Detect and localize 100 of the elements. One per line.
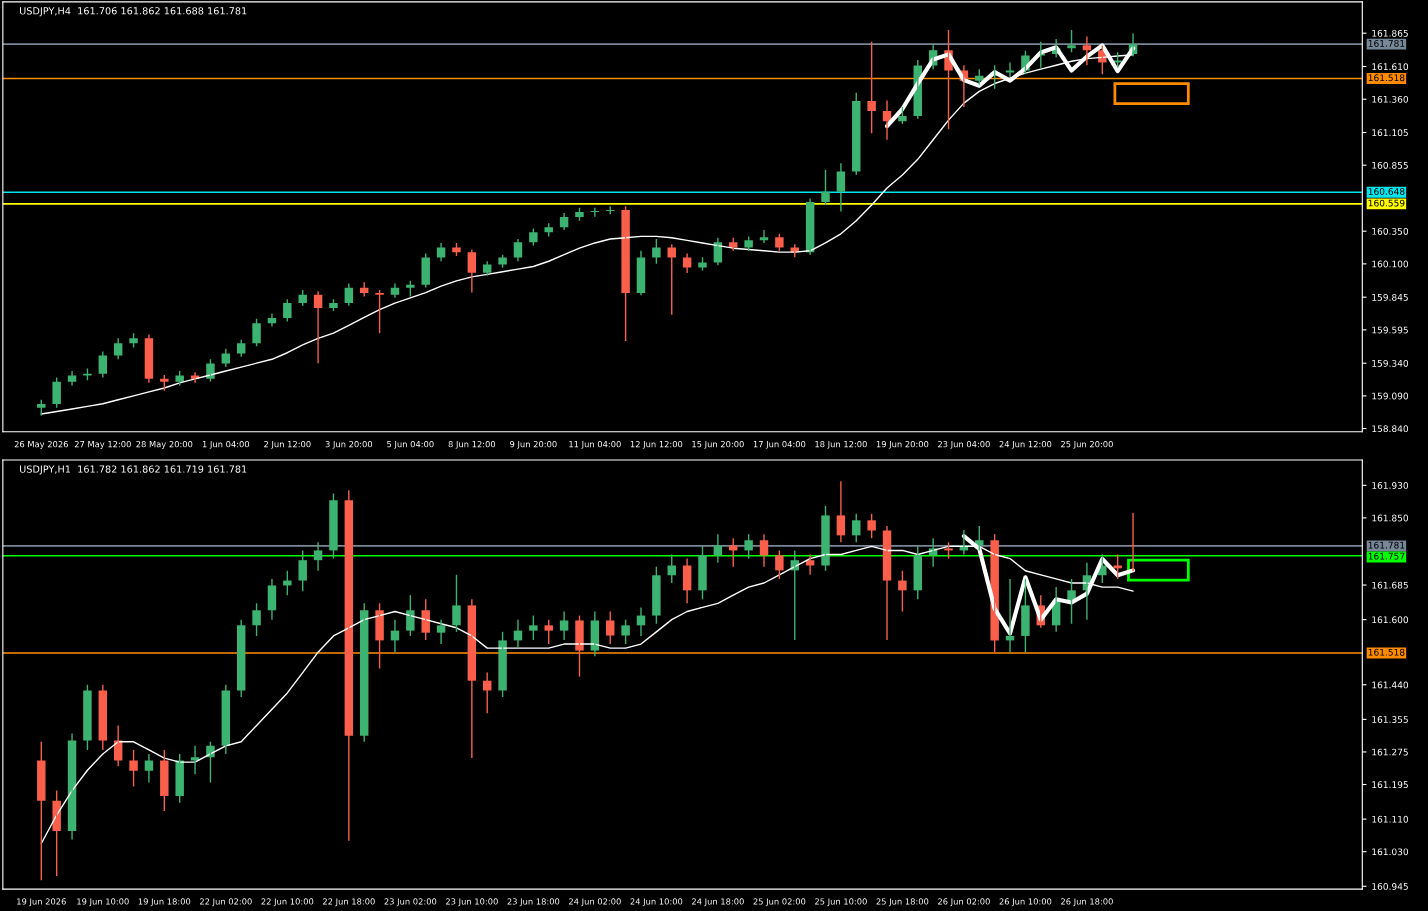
x-tick-label: 26 Jun 18:00 bbox=[1061, 898, 1113, 907]
y-tick-label: 161.355 bbox=[1372, 716, 1408, 723]
candlestick bbox=[529, 614, 538, 641]
candlestick bbox=[867, 513, 876, 539]
candlestick bbox=[821, 504, 830, 572]
candlestick bbox=[775, 549, 784, 580]
candlestick bbox=[867, 40, 876, 134]
y-tick-label: 161.610 bbox=[1372, 63, 1409, 71]
candlestick bbox=[406, 594, 415, 637]
x-tick-label: 11 Jun 04:00 bbox=[569, 440, 621, 449]
x-tick-label: 5 Jun 04:00 bbox=[387, 440, 434, 449]
candlestick bbox=[975, 525, 984, 552]
x-tick-label: 26 Jun 02:00 bbox=[938, 898, 990, 907]
x-tick-label: 24 Jun 12:00 bbox=[999, 440, 1052, 449]
y-tick-label: 161.360 bbox=[1372, 95, 1409, 103]
ref-line-label: 161.781 bbox=[1368, 39, 1405, 47]
x-tick-label: 23 Jun 10:00 bbox=[445, 898, 498, 907]
candlestick bbox=[329, 492, 338, 560]
y-tick-label: 160.350 bbox=[1372, 227, 1409, 235]
x-tick-label: 24 Jun 02:00 bbox=[569, 898, 621, 907]
candlestick bbox=[1067, 29, 1076, 53]
x-tick-label: 23 Jun 02:00 bbox=[384, 898, 437, 907]
x-tick-label: 12 Jun 12:00 bbox=[630, 440, 683, 449]
y-tick-label: 161.850 bbox=[1372, 514, 1409, 522]
x-tick-label: 28 May 20:00 bbox=[136, 440, 193, 449]
x-tick-label: 8 Jun 12:00 bbox=[448, 440, 496, 449]
x-tick-label: 23 Jun 18:00 bbox=[507, 898, 560, 907]
candlestick bbox=[621, 618, 630, 645]
candlestick bbox=[421, 252, 430, 289]
x-tick-label: 19 Jun 2026 bbox=[17, 898, 66, 907]
x-tick-label: 15 Jun 20:00 bbox=[692, 440, 744, 449]
candlestick bbox=[1021, 578, 1030, 653]
x-tick-label: 25 Jun 10:00 bbox=[815, 898, 867, 907]
candlestick bbox=[452, 574, 461, 633]
y-tick-label: 161.685 bbox=[1372, 581, 1408, 589]
y-tick-label: 159.845 bbox=[1372, 293, 1408, 301]
candlestick bbox=[498, 631, 507, 698]
y-tick-label: 161.195 bbox=[1372, 781, 1408, 789]
y-tick-label: 159.595 bbox=[1372, 326, 1408, 334]
y-tick-label: 160.945 bbox=[1372, 883, 1408, 890]
candlestick bbox=[1113, 553, 1122, 580]
x-tick-label: 22 Jun 18:00 bbox=[322, 898, 375, 907]
text: USDJPY,H4 161.706 161.862 161.688 161.781 bbox=[20, 7, 247, 17]
candlestick bbox=[544, 618, 553, 645]
y-tick-label: 161.600 bbox=[1372, 616, 1409, 624]
ref-line-label: 160.648 bbox=[1368, 188, 1405, 195]
x-tick-label: 9 Jun 20:00 bbox=[510, 440, 557, 449]
y-tick-label: 161.930 bbox=[1372, 482, 1409, 489]
x-tick-label: 24 Jun 10:00 bbox=[630, 898, 683, 907]
y-tick-label: 158.840 bbox=[1372, 425, 1409, 433]
y-tick-label: 159.090 bbox=[1372, 392, 1409, 400]
x-tick-label: 1 Jun 04:00 bbox=[202, 440, 250, 449]
candlestick bbox=[698, 545, 707, 600]
y-tick-label: 160.100 bbox=[1372, 260, 1409, 268]
x-tick-label: 17 Jun 04:00 bbox=[753, 440, 806, 449]
candlestick bbox=[283, 298, 292, 323]
x-tick-label: 19 Jun 20:00 bbox=[876, 440, 929, 449]
x-tick-label: 24 Jun 18:00 bbox=[692, 898, 744, 907]
candlestick bbox=[83, 684, 92, 751]
candlestick bbox=[575, 614, 584, 678]
y-tick-label: 161.105 bbox=[1372, 129, 1408, 137]
candlestick bbox=[652, 566, 661, 625]
x-tick-label: 2 Jun 12:00 bbox=[264, 440, 311, 449]
y-tick-label: 161.865 bbox=[1372, 29, 1408, 37]
text: USDJPY,H1 161.782 161.862 161.719 161.781 bbox=[20, 465, 247, 475]
x-tick-label: 25 Jun 02:00 bbox=[753, 898, 806, 907]
candlestick bbox=[621, 205, 630, 342]
x-tick-label: 25 Jun 20:00 bbox=[1061, 440, 1113, 449]
x-tick-label: 3 Jun 20:00 bbox=[325, 440, 373, 449]
y-tick-label: 159.340 bbox=[1372, 359, 1409, 367]
x-tick-label: 22 Jun 10:00 bbox=[261, 898, 314, 907]
candlestick bbox=[821, 169, 830, 206]
ref-line-label: 160.559 bbox=[1368, 199, 1405, 207]
candlestick bbox=[252, 318, 261, 347]
x-tick-label: 22 Jun 02:00 bbox=[199, 898, 252, 907]
candlestick bbox=[375, 289, 384, 334]
ref-line-label: 161.518 bbox=[1368, 648, 1405, 656]
candlestick bbox=[652, 238, 661, 265]
x-tick-label: 27 May 12:00 bbox=[74, 440, 131, 449]
y-tick-label: 161.440 bbox=[1372, 681, 1409, 689]
y-tick-label: 161.275 bbox=[1372, 748, 1408, 756]
x-tick-label: 18 Jun 12:00 bbox=[815, 440, 867, 449]
candlestick bbox=[421, 598, 430, 641]
candlestick bbox=[744, 533, 753, 560]
x-tick-label: 19 Jun 18:00 bbox=[138, 898, 191, 907]
y-tick-label: 160.855 bbox=[1372, 161, 1408, 169]
candlestick bbox=[37, 741, 46, 881]
y-tick-label: 161.030 bbox=[1372, 848, 1409, 856]
candlestick bbox=[175, 753, 184, 804]
candlestick bbox=[160, 749, 169, 812]
y-tick-label: 161.110 bbox=[1372, 815, 1409, 823]
candlestick bbox=[298, 549, 307, 592]
candlestick bbox=[129, 749, 138, 788]
x-tick-label: 19 Jun 10:00 bbox=[77, 898, 129, 907]
ref-line-label: 161.518 bbox=[1368, 74, 1405, 82]
ref-line-label: 161.781 bbox=[1368, 541, 1405, 549]
candlestick bbox=[252, 602, 261, 637]
x-tick-label: 25 Jun 18:00 bbox=[876, 898, 929, 907]
x-tick-label: 23 Jun 04:00 bbox=[938, 440, 990, 449]
ref-line-label: 161.757 bbox=[1368, 552, 1405, 560]
